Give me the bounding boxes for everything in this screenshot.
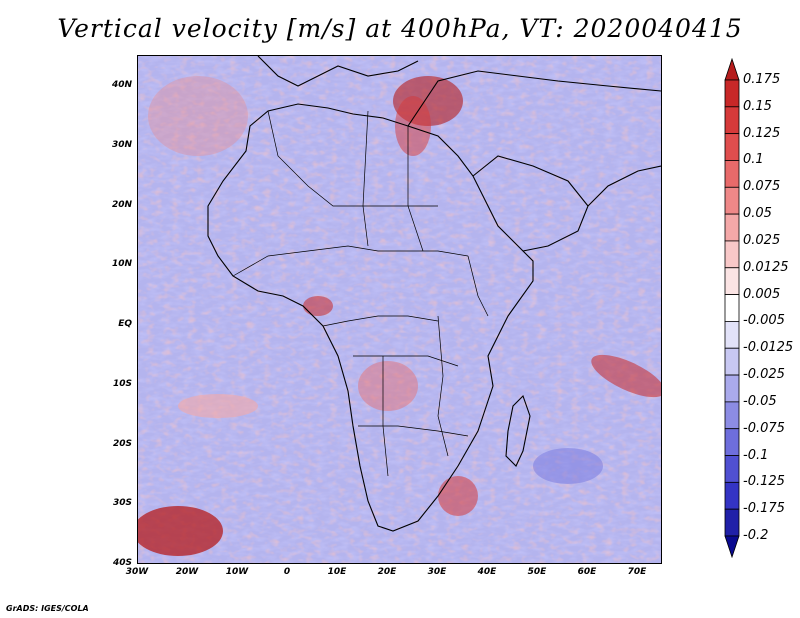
- colorbar-level-label: 0.05: [743, 206, 772, 222]
- colorbar-swatch: [724, 186, 740, 215]
- lon-label: 0: [283, 567, 291, 577]
- colorbar-swatch: [724, 455, 740, 483]
- colorbar-level-label: 0.005: [743, 286, 781, 302]
- lat-label: EQ: [118, 319, 132, 329]
- lat-label: 40S: [112, 558, 132, 568]
- europe-coastline: [257, 56, 419, 87]
- ascent-region-congo: [303, 296, 333, 316]
- lon-label: 30W: [125, 567, 149, 577]
- colorbar-top-arrow: [724, 58, 740, 81]
- colorbar-level-label: -0.125: [743, 474, 785, 490]
- border-egypt: [407, 126, 424, 252]
- colorbar-swatch: [724, 401, 740, 430]
- descent-region-southindian: [533, 448, 603, 484]
- colorbar-swatch: [724, 106, 740, 135]
- colorbar-swatch: [724, 481, 740, 510]
- africa-coastline: [207, 103, 534, 532]
- eurasia-coastline: [407, 70, 661, 127]
- colorbar-level-label: -0.175: [743, 501, 785, 517]
- border-angola: [382, 356, 389, 477]
- colorbar-level-label: 0.15: [743, 98, 772, 114]
- colorbar-level-label: -0.005: [743, 313, 785, 329]
- lat-label: 20N: [111, 199, 132, 210]
- madagascar-coastline: [505, 394, 531, 467]
- colorbar-bottom-arrow: [724, 535, 740, 558]
- ascent-region-atlantic-north: [148, 76, 248, 156]
- colorbar-swatch: [724, 79, 740, 108]
- colorbar-swatch: [724, 294, 740, 322]
- lon-label: 20E: [377, 567, 397, 577]
- border-eastafrica: [437, 315, 449, 457]
- lon-label: 20W: [175, 567, 199, 577]
- border-horn: [467, 255, 489, 317]
- lon-label: 40E: [477, 567, 497, 577]
- lat-label: 30N: [111, 139, 132, 150]
- lon-label: 10E: [327, 567, 347, 577]
- colorbar-swatch: [724, 374, 740, 403]
- ascent-region-angola: [358, 361, 418, 411]
- colorbar-swatch: [724, 133, 740, 161]
- colorbar-level-label: -0.05: [743, 393, 777, 409]
- colorbar-swatch: [724, 321, 740, 349]
- lon-label: 10W: [225, 567, 249, 577]
- colorbar-level-label: 0.125: [743, 125, 781, 141]
- colorbar-level-label: -0.2: [743, 528, 769, 543]
- coastlines: [207, 56, 661, 532]
- colorbar-swatch: [724, 213, 740, 242]
- border-congo: [353, 355, 459, 367]
- lon-label: 70E: [627, 567, 647, 577]
- colorbar-level-label: -0.075: [743, 420, 785, 436]
- border-central: [322, 315, 439, 327]
- map-panel: [137, 55, 662, 564]
- ascent-region-mozambique: [438, 476, 478, 516]
- lon-label: 30E: [427, 567, 447, 577]
- lat-label: 10N: [111, 259, 132, 270]
- iran-coastline: [587, 165, 661, 207]
- lat-label: 20S: [112, 438, 132, 449]
- colorbar-level-label: -0.025: [743, 367, 785, 383]
- colorbar-swatch: [724, 267, 740, 295]
- colorbar-level-label: -0.1: [743, 447, 769, 463]
- colorbar-swatch: [724, 508, 740, 537]
- colorbar-level-label: -0.0125: [743, 340, 794, 356]
- lon-label: 60E: [577, 567, 597, 577]
- colorbar-level-label: 0.0125: [743, 259, 789, 275]
- credit-text: GrADS: IGES/COLA: [6, 604, 89, 613]
- ascent-region-atlantic-south: [178, 394, 258, 418]
- chart-title: Vertical velocity [m/s] at 400hPa, VT: 2…: [57, 14, 743, 43]
- border-libya: [362, 110, 369, 247]
- colorbar-level-label: 0.075: [743, 179, 781, 195]
- ascent-region-levant: [395, 96, 431, 156]
- colorbar-level-label: 0.175: [743, 72, 781, 87]
- border-southern: [358, 425, 469, 437]
- colorbar-level-label: 0.025: [743, 232, 781, 248]
- lat-label: 40N: [111, 80, 132, 90]
- colorbar: [724, 58, 740, 558]
- colorbar-swatch: [724, 347, 740, 376]
- arabia-coastline: [472, 155, 589, 252]
- country-borders: [232, 110, 489, 477]
- colorbar-level-label: 0.1: [743, 152, 764, 168]
- lon-label: 50E: [527, 567, 547, 577]
- lat-label: 30S: [112, 498, 132, 509]
- border-sahel: [232, 245, 469, 277]
- ascent-region-indianocean: [591, 354, 661, 398]
- ascent-region-southatlantic: [138, 506, 223, 556]
- colorbar-swatch: [724, 428, 740, 456]
- lat-label: 10S: [112, 378, 132, 389]
- velocity-field: [138, 56, 661, 563]
- colorbar-swatch: [724, 240, 740, 269]
- colorbar-swatch: [724, 160, 740, 188]
